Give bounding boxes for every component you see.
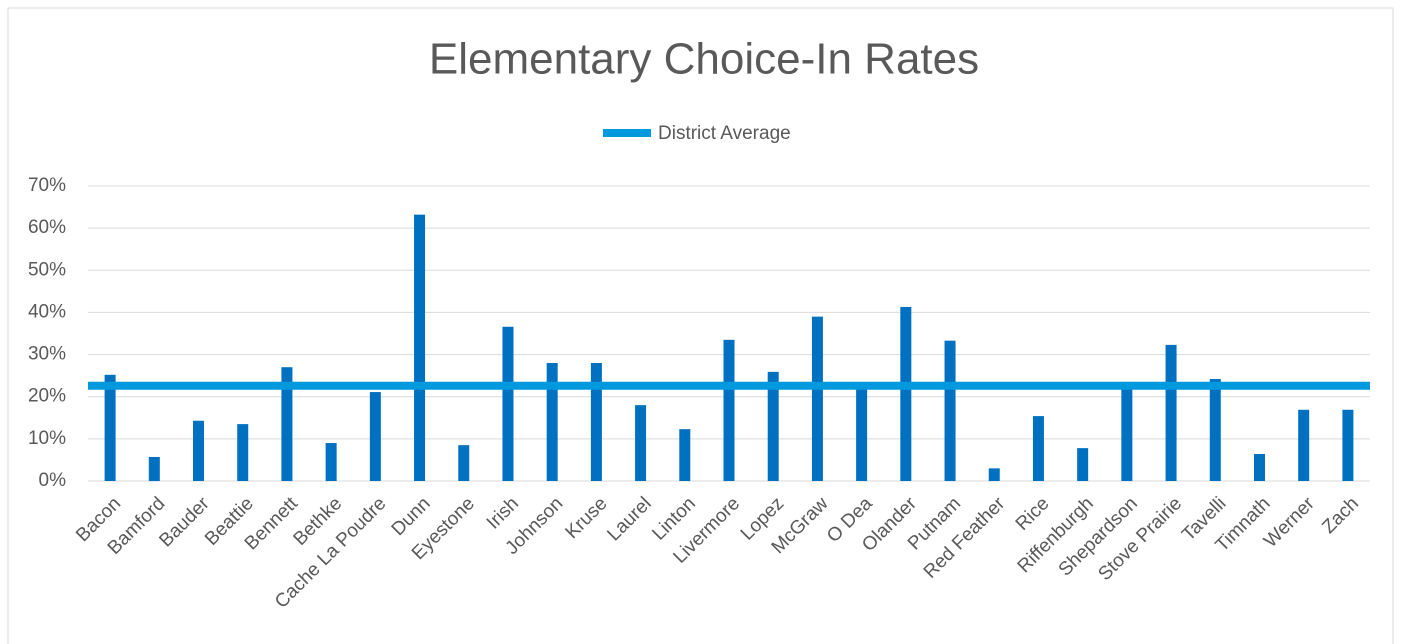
bar: [281, 367, 293, 481]
y-tick-label: 0%: [39, 470, 67, 491]
bar: [1298, 409, 1310, 481]
bar: [635, 405, 647, 481]
bar: [502, 326, 514, 481]
bar: [369, 392, 381, 481]
bar: [325, 443, 337, 481]
bar: [1121, 381, 1133, 481]
chart-title: Elementary Choice-In Rates: [429, 35, 979, 84]
bar: [104, 374, 116, 481]
y-tick-label: 30%: [28, 344, 66, 365]
y-tick-label: 40%: [28, 301, 66, 322]
bar: [458, 445, 470, 481]
bar: [679, 429, 691, 481]
bar: [767, 371, 779, 481]
bar: [1209, 379, 1221, 481]
bar: [856, 387, 868, 481]
bar: [900, 306, 912, 481]
y-tick-label: 60%: [28, 217, 66, 238]
y-tick-label: 10%: [28, 428, 66, 449]
bar: [414, 214, 426, 481]
bar: [944, 340, 956, 481]
y-tick-label: 20%: [28, 386, 66, 407]
y-tick-label: 50%: [28, 259, 66, 280]
bar: [1032, 416, 1044, 481]
bar: [237, 424, 249, 481]
bar: [1165, 344, 1177, 481]
bar: [590, 363, 602, 481]
bar: [811, 316, 823, 481]
bar: [1077, 448, 1089, 481]
bar: [148, 456, 160, 481]
legend-label: District Average: [658, 123, 791, 144]
bar: [546, 363, 558, 481]
bar: [193, 420, 205, 481]
chart-frame: [7, 7, 1394, 644]
y-tick-label: 70%: [28, 175, 66, 196]
bar: [988, 468, 1000, 481]
bar: [1253, 454, 1265, 481]
bar: [1342, 409, 1354, 481]
bar: [723, 339, 735, 481]
